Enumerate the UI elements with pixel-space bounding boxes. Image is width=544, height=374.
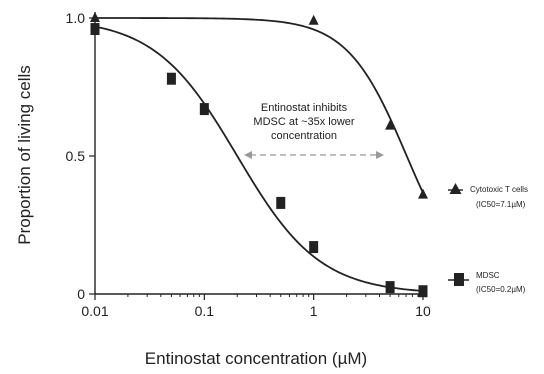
legend-item-cytotoxic: Cytotoxic T cells (IC50=7.1µM) [448,183,528,209]
y-axis-title: Proportion of living cells [15,65,34,245]
data-point-cytotoxic [90,12,100,22]
x-tick-label: 0.1 [195,303,215,319]
legend-ic50-cytotoxic: (IC50=7.1µM) [476,200,526,209]
annotation-line-1: Entinostat inhibits [261,102,348,114]
data-point-mdsc [166,72,176,85]
data-point-cytotoxic [308,14,319,25]
ticks: 0.01 0.1 1 10 0 0.5 1.0 [66,10,431,319]
x-tick-label: 1 [310,303,318,319]
legend-triangle-marker [449,183,462,194]
x-tick-label: 0.01 [81,303,108,319]
data-point-mdsc [385,281,395,294]
legend-label-mdsc: MDSC [476,271,500,280]
data-point-mdsc [276,196,286,209]
legend-ic50-mdsc: (IC50=0.2µM) [476,285,526,294]
y-tick-label: 1.0 [66,10,86,26]
y-tick-label: 0 [77,286,85,302]
annotation-line-3: concentration [271,130,337,142]
legend-square-marker [454,273,464,286]
annotation-arrow-right-head [376,151,384,159]
legend-label-cytotoxic: Cytotoxic T cells [470,185,528,194]
legend: Cytotoxic T cells (IC50=7.1µM) MDSC (IC5… [448,183,528,294]
data-points [90,12,428,298]
data-point-mdsc [309,241,319,254]
data-point-mdsc [90,23,100,36]
data-point-mdsc [418,285,428,298]
annotation-arrow-left-head [244,151,252,159]
annotation: Entinostat inhibits MDSC at ~35x lower c… [244,102,384,159]
y-tick-label: 0.5 [66,148,86,164]
axes [94,12,423,295]
fit-curve-mdsc [94,25,424,292]
annotation-line-2: MDSC at ~35x lower [253,116,355,128]
data-point-mdsc [199,103,209,116]
data-point-cytotoxic [385,119,396,130]
fit-curves [94,17,424,292]
x-tick-label: 10 [415,303,431,319]
x-axis-title: Entinostat concentration (µM) [145,349,367,368]
data-point-cytotoxic [418,188,428,199]
fit-curve-cytotoxic [95,17,424,194]
legend-item-mdsc: MDSC (IC50=0.2µM) [448,271,526,294]
